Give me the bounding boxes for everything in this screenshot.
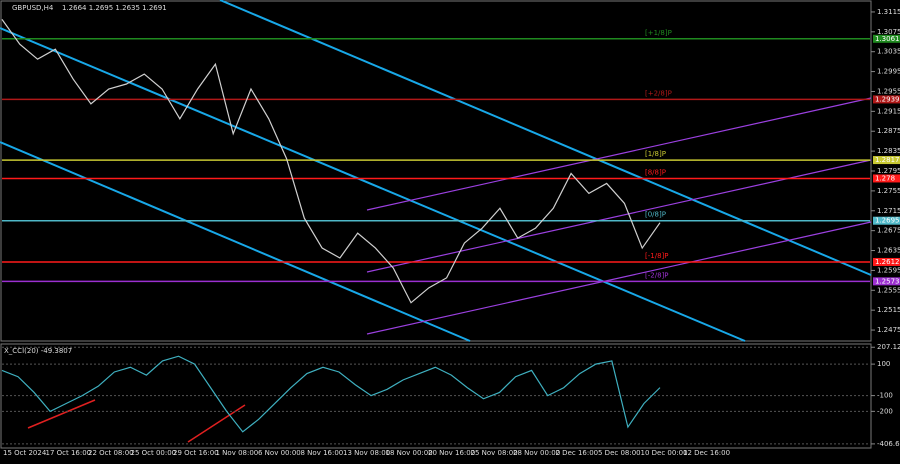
x-tick-label: 8 Nov 16:00 [301,449,344,457]
y-tick-label: 1.3035 [877,48,900,56]
level-tag [873,156,900,165]
y-tick-label: 1.3115 [877,8,900,16]
level-label: [0/8]P [645,211,666,219]
level-value: 1.2573 [875,277,900,285]
symbol: GBPUSD,H4 [12,4,54,12]
level-value: 1.2612 [875,258,900,266]
level-tag [873,34,900,43]
level-tag [873,174,900,183]
x-tick-label: 6 Nov 00:00 [258,449,301,457]
series-line [1,355,661,433]
x-tick-label: 29 Oct 16:00 [173,449,219,457]
y-tick-label: 1.2995 [877,68,900,76]
y-tick-label: 1.2875 [877,127,900,135]
x-tick-label: 25 Oct 00:00 [131,449,177,457]
y-tick-label: 1.2835 [877,147,900,155]
x-tick-label: 12 Dec 16:00 [683,449,730,457]
x-tick-label: 20 Nov 16:00 [428,449,475,457]
y-tick-label: 1.3075 [877,28,900,36]
channel-line [0,27,746,342]
x-tick-label: 22 Oct 08:00 [88,449,134,457]
channel-line [0,141,471,342]
level-tag [873,95,900,104]
level-label: [-1/8]P [645,252,668,260]
y-tick-label: 1.2595 [877,266,900,274]
y-tick-label: 1.2635 [877,247,900,255]
level-label: [8/8]P [645,168,666,176]
series-line [1,19,661,304]
y-tick-label: 1.2915 [877,107,900,115]
level-value: 1.278 [875,174,895,182]
x-tick-label: 28 Nov 00:00 [513,449,560,457]
x-tick-label: 13 Nov 08:00 [343,449,390,457]
x-tick-label: 25 Nov 08:00 [471,449,518,457]
x-tick-label: 2 Dec 16:00 [556,449,599,457]
level-tag [873,216,900,225]
channel-line [366,221,872,335]
y-tick-label: 1.2715 [877,207,900,215]
level-tag [873,257,900,266]
level-label: [1/8]P [645,150,666,158]
level-label: [-2/8]P [645,271,668,279]
divergence-line [27,399,96,429]
channel-line [366,97,872,211]
x-tick-label: 10 Dec 00:00 [641,449,688,457]
level-value: 1.2939 [875,95,900,103]
y-tick-label: 1.2555 [877,286,900,294]
y-tick-label: 1.2755 [877,187,900,195]
x-tick-label: 18 Nov 00:00 [386,449,433,457]
y-tick-label: 1.2675 [877,227,900,235]
x-tick-label: 17 Oct 16:00 [46,449,92,457]
y-tick-label: 1.2515 [877,306,900,314]
y-tick-label: 1.2955 [877,87,900,95]
level-value: 1.3061 [875,35,900,43]
ohlc: 1.2664 1.2695 1.2635 1.2691 [62,4,167,12]
level-value: 1.2817 [875,156,900,164]
y-tick-label: -200 [877,407,893,415]
x-tick-label: 1 Nov 08:00 [216,449,259,457]
level-tag [873,277,900,286]
cci-title: X_CCI(20) -49.3807 [4,347,72,355]
level-value: 1.2695 [875,217,900,225]
y-tick-label: 207.1248 [877,343,900,351]
y-tick-label: -100 [877,392,893,400]
x-tick-label: 5 Dec 08:00 [598,449,641,457]
y-tick-label: 100 [877,360,890,368]
y-tick-label: 1.2795 [877,167,900,175]
level-label: [+1/8]P [645,29,672,37]
y-tick-label: -406.677 [877,440,900,448]
level-label: [+2/8]P [645,89,672,97]
x-tick-label: 15 Oct 2024 [3,449,47,457]
y-tick-label: 1.2475 [877,326,900,334]
trend-channel [0,0,872,342]
channel-line [219,0,872,276]
